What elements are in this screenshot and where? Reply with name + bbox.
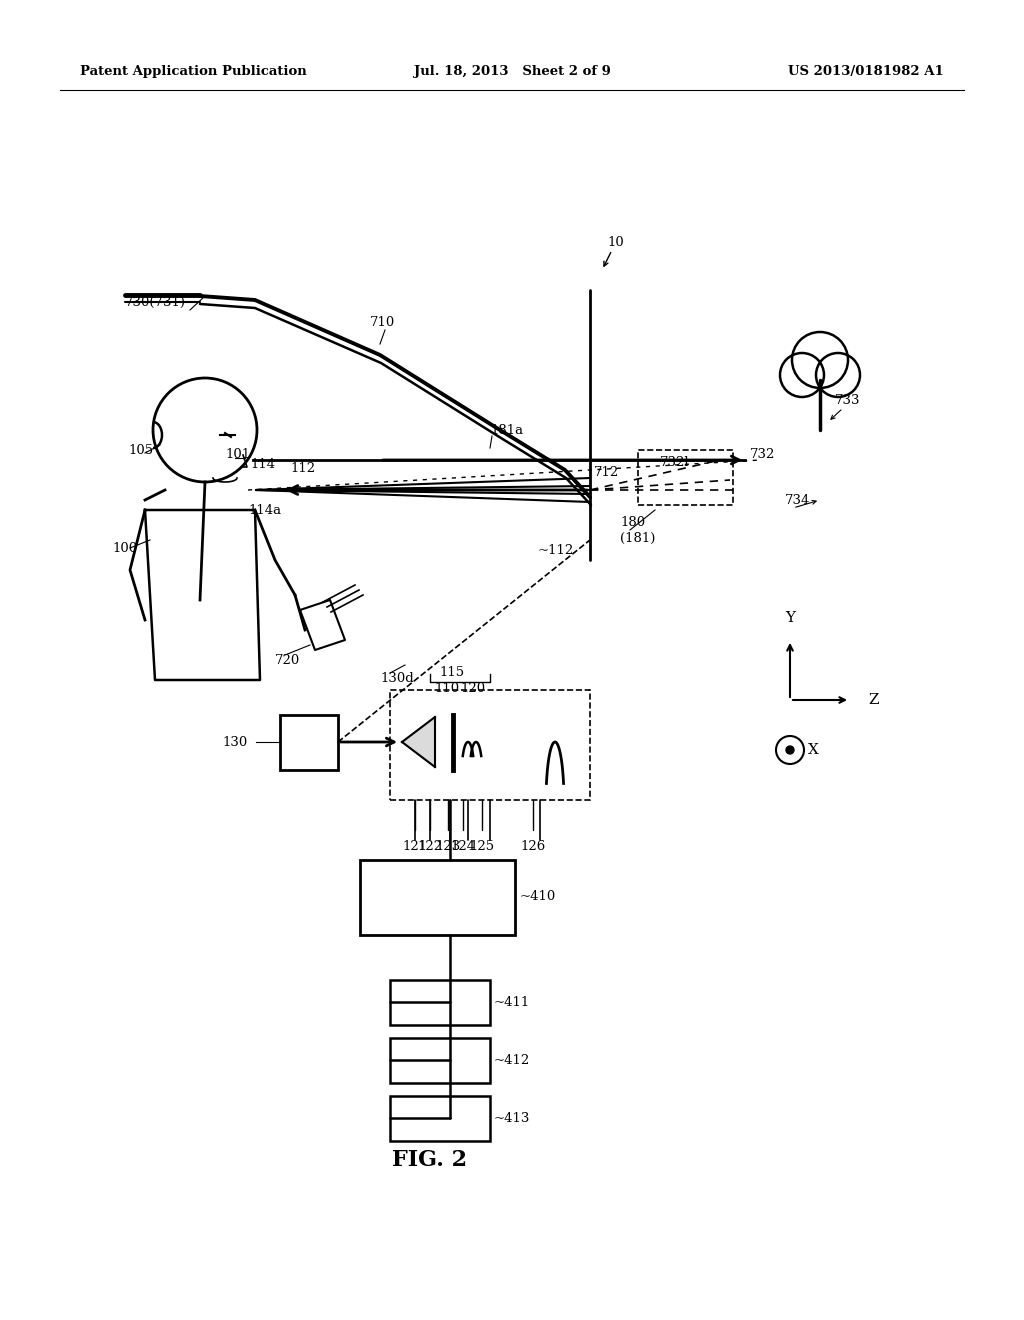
Text: 733: 733: [835, 393, 860, 407]
Bar: [390, 1038, 490, 1082]
Bar: [638, 450, 733, 506]
Text: 712: 712: [594, 466, 620, 479]
Text: 114a: 114a: [248, 503, 282, 516]
Bar: [360, 861, 515, 935]
Polygon shape: [402, 717, 435, 767]
Bar: [390, 690, 590, 800]
Text: 115: 115: [439, 665, 465, 678]
Text: ~411: ~411: [494, 995, 530, 1008]
Bar: [390, 979, 490, 1026]
Text: 126: 126: [520, 840, 546, 853]
Text: 10: 10: [607, 235, 624, 248]
Text: 124: 124: [451, 840, 475, 853]
Text: US 2013/0181982 A1: US 2013/0181982 A1: [788, 66, 944, 78]
Bar: [280, 715, 338, 770]
Text: ~410: ~410: [520, 891, 556, 903]
Text: 125: 125: [469, 840, 495, 853]
Text: ~112: ~112: [538, 544, 574, 557]
Text: 180: 180: [620, 516, 645, 528]
Text: 730(731): 730(731): [125, 296, 186, 309]
Text: FIG. 2: FIG. 2: [392, 1148, 468, 1171]
Text: 121: 121: [402, 840, 428, 853]
Text: 114: 114: [250, 458, 275, 471]
Text: 100: 100: [112, 541, 137, 554]
Text: X: X: [808, 743, 819, 756]
Text: (181): (181): [620, 532, 655, 544]
Text: 130: 130: [223, 735, 248, 748]
Text: 110: 110: [434, 681, 459, 694]
Text: 710: 710: [370, 315, 395, 329]
Text: 181a: 181a: [490, 424, 523, 437]
Text: ~413: ~413: [494, 1111, 530, 1125]
Text: 130d: 130d: [380, 672, 414, 685]
Text: 720: 720: [275, 653, 300, 667]
Bar: [390, 1096, 490, 1140]
Text: 101: 101: [225, 449, 250, 462]
Text: 122: 122: [418, 840, 442, 853]
Text: 123: 123: [435, 840, 461, 853]
Text: ~412: ~412: [494, 1053, 530, 1067]
Text: 105: 105: [128, 444, 154, 457]
Text: Y: Y: [785, 611, 795, 624]
Text: 732: 732: [750, 449, 775, 462]
Text: 732l: 732l: [660, 457, 689, 470]
Text: 112: 112: [290, 462, 315, 474]
Text: 734: 734: [785, 494, 810, 507]
Text: Jul. 18, 2013   Sheet 2 of 9: Jul. 18, 2013 Sheet 2 of 9: [414, 66, 610, 78]
Text: Patent Application Publication: Patent Application Publication: [80, 66, 307, 78]
Text: Z: Z: [868, 693, 879, 708]
Text: 120: 120: [460, 681, 485, 694]
Circle shape: [786, 746, 794, 754]
